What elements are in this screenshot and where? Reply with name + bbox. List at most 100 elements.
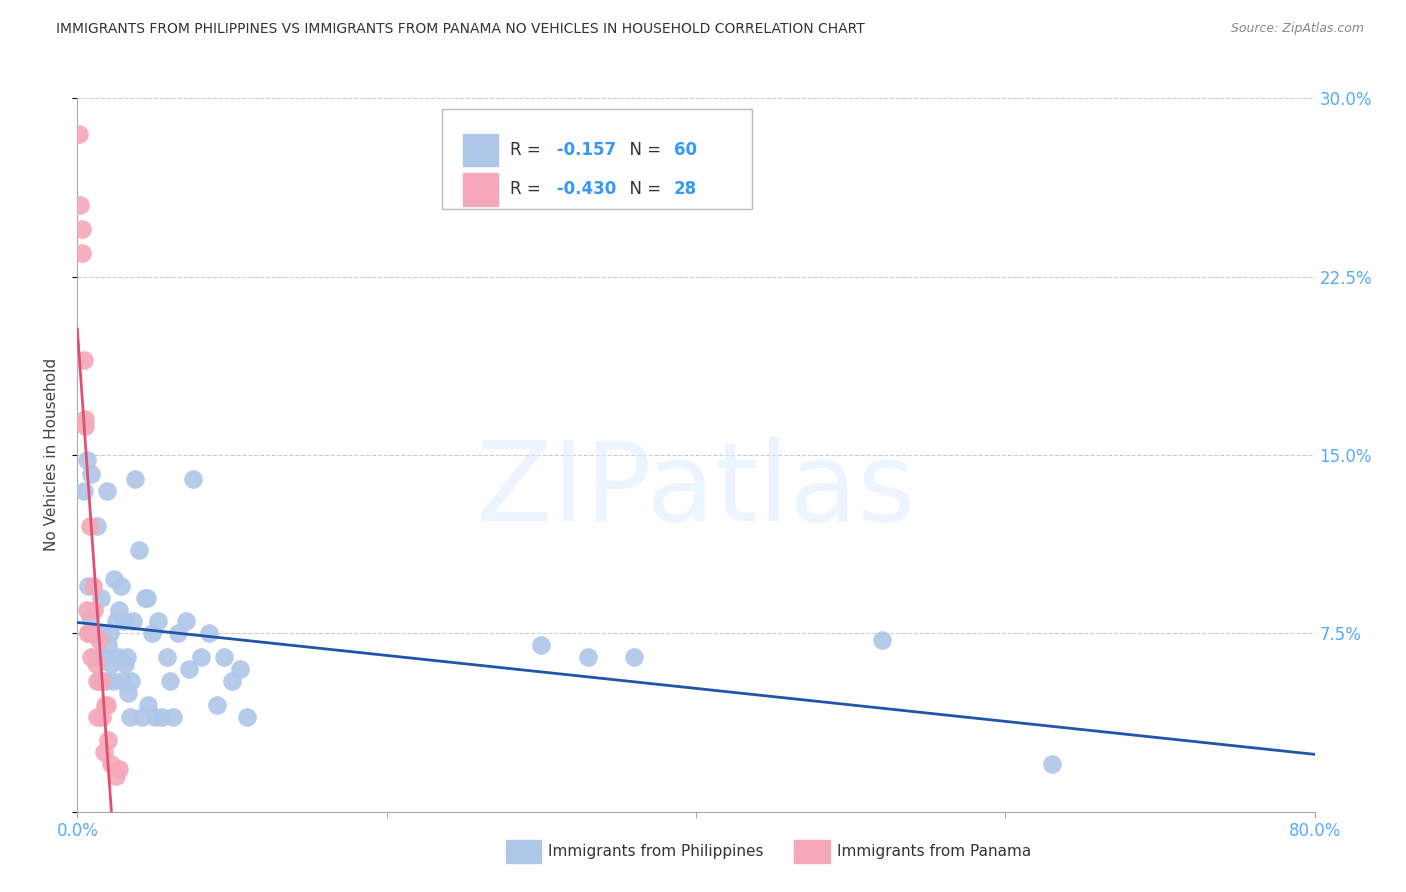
Point	[1040, 757, 1063, 772]
Point	[121, 673, 143, 688]
Point	[86, 709, 108, 723]
Point	[108, 602, 131, 616]
Point	[576, 650, 599, 665]
Point	[205, 698, 228, 712]
Point	[236, 709, 259, 723]
Point	[112, 615, 135, 629]
Point	[111, 673, 134, 688]
Point	[77, 626, 100, 640]
Point	[146, 615, 169, 629]
Text: -0.430: -0.430	[551, 180, 616, 198]
Point	[97, 638, 120, 652]
Point	[82, 579, 104, 593]
Point	[80, 467, 103, 481]
Point	[83, 626, 105, 640]
Point	[100, 757, 122, 772]
Point	[86, 673, 108, 688]
Point	[623, 650, 645, 665]
Point	[136, 591, 159, 605]
Point	[159, 673, 181, 688]
Point	[75, 419, 96, 434]
Point	[79, 519, 101, 533]
Point	[84, 650, 107, 665]
Point	[97, 733, 120, 747]
Text: -0.157: -0.157	[551, 141, 616, 159]
Point	[83, 602, 105, 616]
Point	[76, 452, 98, 467]
Point	[94, 673, 117, 688]
Point	[162, 709, 184, 723]
Point	[75, 412, 96, 426]
Point	[76, 602, 98, 616]
Point	[174, 615, 197, 629]
Text: N =: N =	[619, 180, 666, 198]
Point	[870, 633, 893, 648]
Point	[96, 698, 118, 712]
Point	[90, 673, 112, 688]
Point	[90, 591, 112, 605]
Point	[77, 626, 100, 640]
Point	[183, 472, 205, 486]
Point	[103, 572, 125, 586]
Point	[122, 615, 145, 629]
Point	[87, 633, 110, 648]
Point	[86, 519, 108, 533]
Point	[72, 352, 94, 367]
FancyBboxPatch shape	[443, 109, 752, 209]
Point	[93, 745, 115, 759]
Point	[198, 626, 221, 640]
Text: 28: 28	[673, 180, 697, 198]
Point	[221, 673, 243, 688]
Point	[131, 709, 153, 723]
Text: R =: R =	[510, 180, 547, 198]
Point	[138, 698, 160, 712]
Point	[118, 709, 141, 723]
Text: R =: R =	[510, 141, 547, 159]
Point	[91, 626, 114, 640]
Text: Immigrants from Philippines: Immigrants from Philippines	[548, 845, 763, 859]
Y-axis label: No Vehicles in Household: No Vehicles in Household	[44, 359, 59, 551]
Point	[69, 198, 91, 212]
Point	[108, 762, 131, 776]
Point	[115, 650, 138, 665]
Point	[128, 543, 150, 558]
Point	[94, 698, 117, 712]
Point	[70, 245, 93, 260]
Point	[91, 709, 114, 723]
Point	[70, 222, 93, 236]
Bar	[464, 134, 498, 166]
Point	[143, 709, 166, 723]
Point	[190, 650, 212, 665]
Point	[79, 626, 101, 640]
Text: 60: 60	[673, 141, 697, 159]
Point	[96, 483, 118, 498]
Bar	[464, 173, 498, 205]
Text: Immigrants from Panama: Immigrants from Panama	[837, 845, 1031, 859]
Point	[110, 579, 132, 593]
Point	[77, 579, 100, 593]
Point	[72, 483, 94, 498]
Point	[530, 638, 553, 652]
Point	[101, 673, 124, 688]
Point	[156, 650, 179, 665]
Point	[107, 650, 129, 665]
Point	[105, 615, 128, 629]
Point	[114, 657, 136, 672]
Point	[117, 686, 139, 700]
Point	[177, 662, 200, 676]
Point	[124, 472, 146, 486]
Text: Source: ZipAtlas.com: Source: ZipAtlas.com	[1230, 22, 1364, 36]
Point	[98, 626, 121, 640]
Point	[167, 626, 190, 640]
Point	[141, 626, 163, 640]
Point	[80, 650, 103, 665]
Point	[134, 591, 156, 605]
Point	[100, 657, 122, 672]
Point	[87, 673, 110, 688]
Point	[84, 657, 107, 672]
Point	[152, 709, 174, 723]
Text: IMMIGRANTS FROM PHILIPPINES VS IMMIGRANTS FROM PANAMA NO VEHICLES IN HOUSEHOLD C: IMMIGRANTS FROM PHILIPPINES VS IMMIGRANT…	[56, 22, 865, 37]
Point	[105, 769, 128, 783]
Point	[214, 650, 236, 665]
Text: ZIPatlas: ZIPatlas	[477, 437, 915, 544]
